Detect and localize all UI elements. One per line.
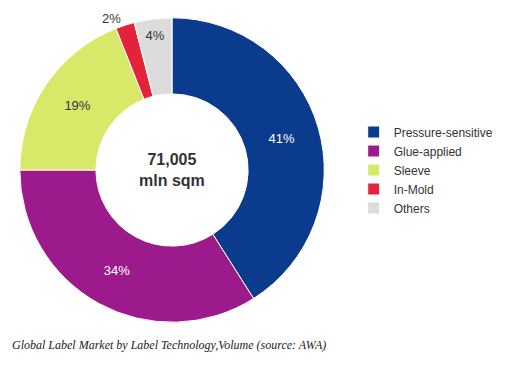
svg-text:71,005mln sqm: 71,005mln sqm [139,151,205,189]
svg-text:19%: 19% [64,98,90,113]
svg-text:Glue-applied: Glue-applied [394,145,462,159]
svg-text:Pressure-sensitive: Pressure-sensitive [394,126,493,140]
svg-text:34%: 34% [104,263,130,278]
svg-text:4%: 4% [145,28,164,43]
svg-text:Sleeve: Sleeve [394,164,431,178]
svg-text:Others: Others [394,202,430,216]
svg-text:Global Label Market by Label T: Global Label Market by Label Technology,… [12,338,326,352]
svg-text:2%: 2% [102,11,121,26]
svg-text:In-Mold: In-Mold [394,183,434,197]
svg-text:41%: 41% [268,131,294,146]
